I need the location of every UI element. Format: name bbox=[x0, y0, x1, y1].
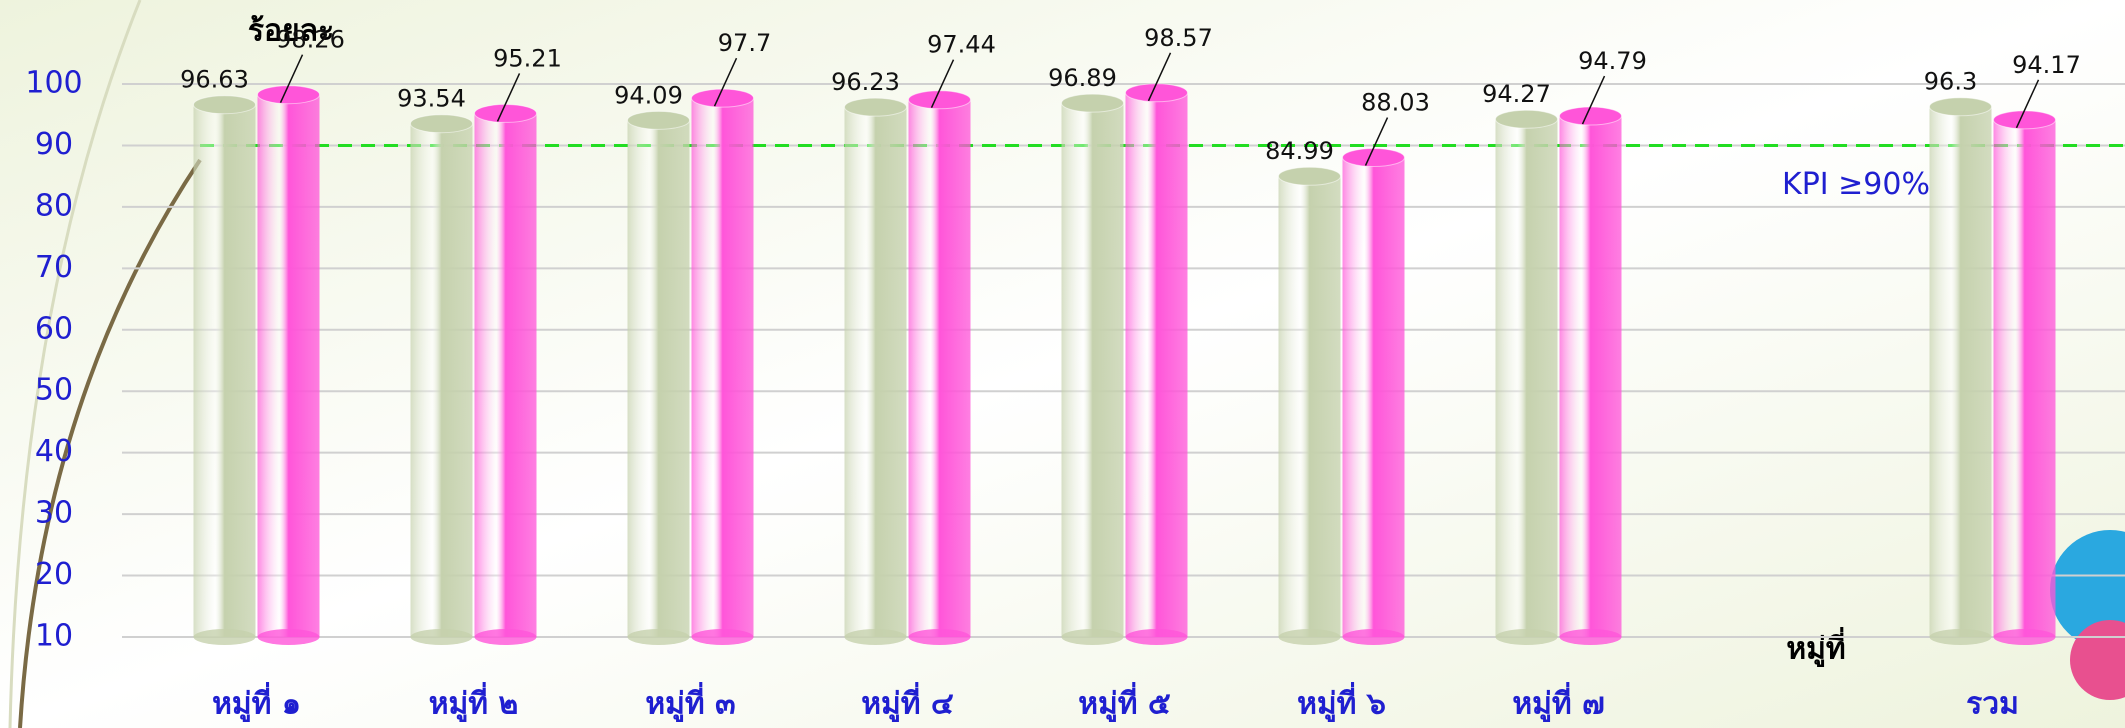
bar-top bbox=[257, 85, 320, 105]
bar bbox=[193, 104, 256, 637]
logo bbox=[2050, 530, 2125, 700]
bar-base bbox=[257, 629, 320, 645]
leader-line bbox=[1581, 75, 1606, 125]
value-label: 96.3 bbox=[1924, 68, 1977, 96]
x-tick-label: หมู่ที่ ๔ bbox=[861, 682, 953, 723]
value-label: 94.17 bbox=[2012, 51, 2081, 79]
bar-base bbox=[1125, 629, 1188, 645]
bar bbox=[627, 120, 690, 638]
bar-base bbox=[691, 629, 754, 645]
y-axis-title: ร้อยละ bbox=[248, 14, 334, 49]
y-tick-label: 20 bbox=[35, 557, 73, 592]
y-tick-label: 60 bbox=[35, 311, 73, 346]
bar-top bbox=[1495, 109, 1558, 129]
x-tick-label: หมู่ที่ ๑ bbox=[212, 682, 301, 723]
leader-line bbox=[713, 57, 738, 107]
y-tick-label: 40 bbox=[35, 434, 73, 469]
bar-base bbox=[1061, 629, 1124, 645]
x-axis-title: หมู่ที่ bbox=[1786, 627, 1845, 668]
bar-base bbox=[1342, 629, 1405, 645]
bar-top bbox=[1278, 166, 1341, 186]
value-label: 98.26 bbox=[276, 26, 345, 54]
bar-base bbox=[1495, 629, 1558, 645]
bar-base bbox=[193, 629, 256, 645]
x-tick-label: หมู่ที่ ๖ bbox=[1297, 682, 1386, 723]
x-tick-label: หมู่ที่ ๕ bbox=[1078, 682, 1170, 723]
bar bbox=[908, 99, 971, 637]
bar-top bbox=[1061, 93, 1124, 113]
value-label: 93.54 bbox=[397, 85, 466, 113]
bar-top bbox=[844, 97, 907, 117]
bar bbox=[1495, 119, 1558, 638]
bar bbox=[1559, 116, 1622, 637]
value-label: 98.57 bbox=[1144, 24, 1213, 52]
x-tick-label: หมู่ที่ ๒ bbox=[429, 682, 519, 723]
value-label: 97.7 bbox=[718, 29, 771, 57]
y-tick-label: 90 bbox=[35, 127, 73, 162]
bar-top bbox=[691, 88, 754, 108]
bar-top bbox=[1342, 148, 1405, 168]
value-label: 84.99 bbox=[1265, 137, 1334, 165]
bar-top bbox=[1559, 106, 1622, 126]
bar-base bbox=[627, 629, 690, 645]
bar bbox=[1061, 103, 1124, 637]
decor-curve bbox=[8, 0, 142, 728]
bar bbox=[1342, 157, 1405, 637]
leader-line bbox=[279, 54, 304, 104]
y-tick-label: 50 bbox=[35, 373, 73, 408]
bar bbox=[257, 94, 320, 637]
decor-curve bbox=[18, 158, 202, 728]
value-label: 88.03 bbox=[1361, 89, 1430, 117]
value-label: 96.89 bbox=[1048, 64, 1117, 92]
leader-line bbox=[930, 59, 955, 109]
bar bbox=[1929, 106, 1992, 638]
leader-line bbox=[1364, 117, 1389, 166]
bar-base bbox=[474, 629, 537, 645]
bar bbox=[844, 107, 907, 638]
value-label: 94.79 bbox=[1578, 47, 1647, 75]
bar-top bbox=[908, 90, 971, 110]
value-label: 95.21 bbox=[493, 44, 562, 72]
bar-top bbox=[193, 95, 256, 115]
bar-top bbox=[627, 110, 690, 130]
y-tick-label: 80 bbox=[35, 188, 73, 223]
bar bbox=[691, 98, 754, 638]
bar-base bbox=[410, 629, 473, 645]
bar-base bbox=[1929, 629, 1992, 645]
bar-base bbox=[1278, 629, 1341, 645]
bar bbox=[1278, 176, 1341, 638]
y-tick-label: 30 bbox=[35, 496, 73, 531]
y-tick-label: 70 bbox=[35, 250, 73, 285]
bar bbox=[474, 113, 537, 638]
leader-line bbox=[496, 73, 521, 122]
bar-top bbox=[1125, 83, 1188, 103]
y-tick-label: 100 bbox=[25, 66, 82, 101]
value-label: 97.44 bbox=[927, 31, 996, 59]
x-tick-label: หมู่ที่ ๗ bbox=[1512, 682, 1604, 723]
x-tick-label: รวม bbox=[1966, 687, 2019, 722]
leader-line bbox=[2015, 79, 2040, 129]
bar-base bbox=[1559, 629, 1622, 645]
value-label: 94.27 bbox=[1482, 80, 1551, 108]
value-label: 96.63 bbox=[180, 66, 249, 94]
bar-base bbox=[1993, 629, 2056, 645]
value-label: 94.09 bbox=[614, 81, 683, 109]
bar bbox=[1125, 92, 1188, 637]
leader-line bbox=[1147, 52, 1172, 102]
y-tick-label: 10 bbox=[35, 619, 73, 654]
bar-top bbox=[1929, 97, 1992, 117]
bar-top bbox=[474, 103, 537, 123]
bar-base bbox=[844, 629, 907, 645]
value-label: 96.23 bbox=[831, 68, 900, 96]
bar bbox=[410, 123, 473, 637]
bar-top bbox=[1993, 110, 2056, 130]
bar-top bbox=[410, 114, 473, 134]
bar-base bbox=[908, 629, 971, 645]
x-tick-label: หมู่ที่ ๓ bbox=[645, 682, 735, 723]
kpi-label: KPI ≥90% bbox=[1782, 167, 1930, 202]
bar bbox=[1993, 119, 2056, 637]
